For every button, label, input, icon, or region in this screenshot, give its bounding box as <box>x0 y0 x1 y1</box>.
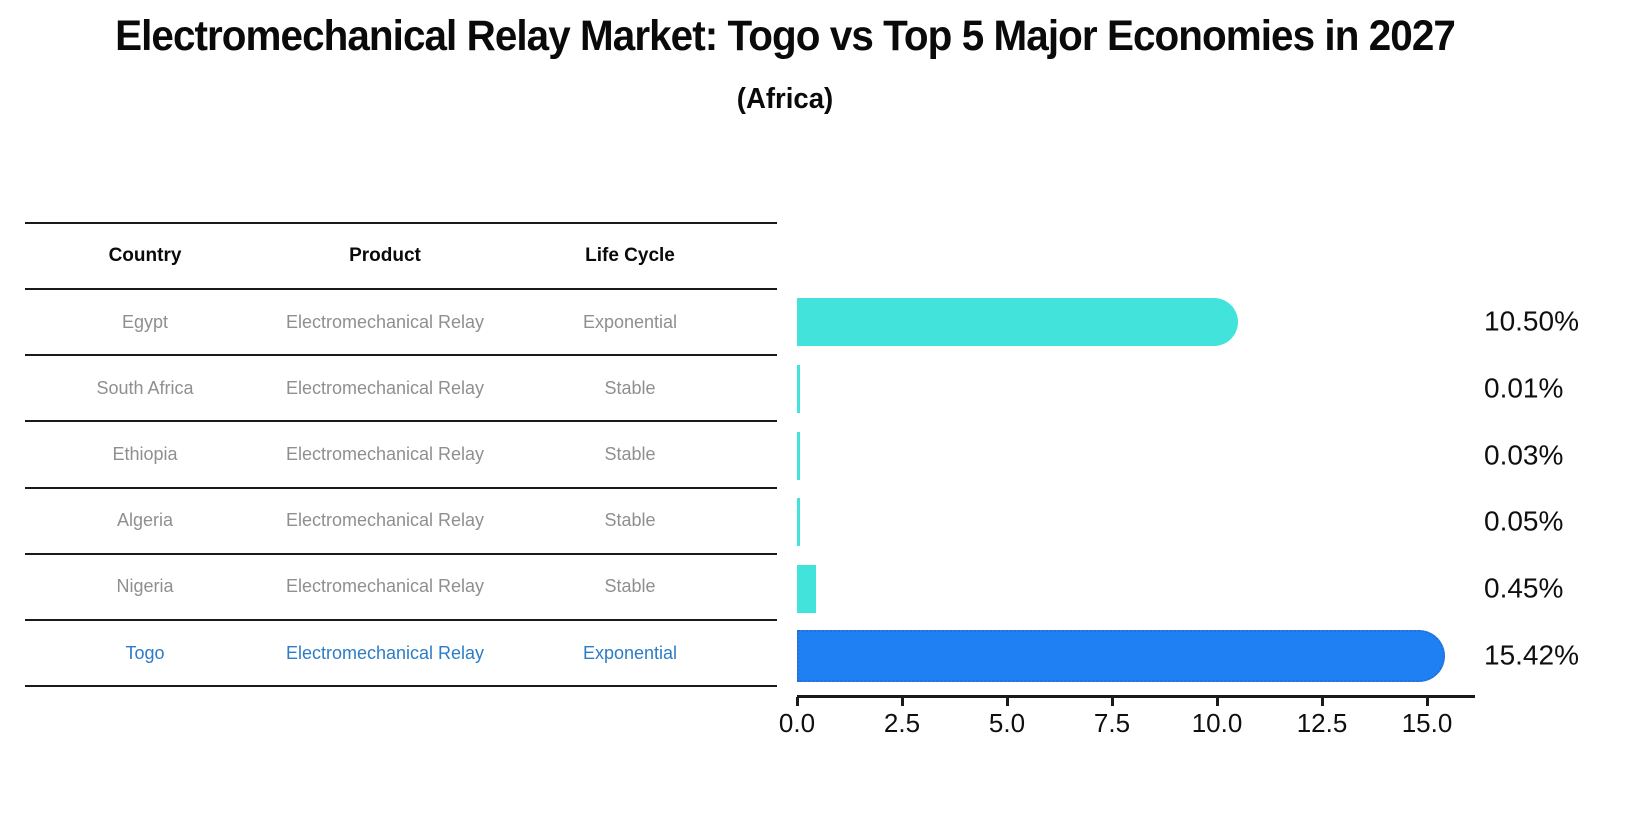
page-subtitle: (Africa) <box>736 83 834 115</box>
bar-egypt <box>797 298 1238 347</box>
cell-life-cycle: Stable <box>604 510 656 531</box>
country-table: Country Product Life Cycle Egypt Electrom… <box>25 222 777 688</box>
cell-country: Ethiopia <box>112 443 178 464</box>
cell-life-cycle: Stable <box>604 377 656 398</box>
column-header-country: Country <box>108 245 182 266</box>
cell-life-cycle: Stable <box>604 443 656 464</box>
bar-value-label: 0.45% <box>1484 572 1564 604</box>
x-tick <box>1111 697 1114 706</box>
cell-country: South Africa <box>96 377 194 398</box>
table-row: Nigeria Electromechanical Relay Stable <box>25 555 777 621</box>
cell-life-cycle: Exponential <box>582 642 678 663</box>
table-row: Egypt Electromechanical Relay Exponential <box>25 290 777 357</box>
table-body: Egypt Electromechanical Relay Exponential S… <box>25 290 777 688</box>
bar-value-label: 0.01% <box>1484 372 1564 404</box>
table-row: Ethiopia Electromechanical Relay Stable <box>25 422 777 489</box>
bar-value-label: 0.03% <box>1484 439 1564 471</box>
table-row: Algeria Electromechanical Relay Stable <box>25 489 777 555</box>
page-title: Electromechanical Relay Market: Togo vs … <box>115 12 1456 60</box>
cell-country: Algeria <box>116 510 174 531</box>
column-header-product: Product <box>349 245 421 266</box>
cell-product: Electromechanical Relay <box>285 642 485 663</box>
bar-ethiopia <box>797 431 800 480</box>
title-block: Electromechanical Relay Market: Togo vs … <box>0 0 1570 116</box>
x-tick <box>796 697 799 706</box>
x-tick <box>901 697 904 706</box>
cell-country: Nigeria <box>116 576 174 597</box>
cell-product: Electromechanical Relay <box>285 576 485 597</box>
x-tick <box>1426 697 1429 706</box>
bar-algeria <box>797 498 800 547</box>
x-tick-label: 12.5 <box>1296 708 1348 738</box>
table-row: South Africa Electromechanical Relay Stabl… <box>25 356 777 423</box>
bar-value-label: 10.50% <box>1484 305 1579 337</box>
cell-product: Electromechanical Relay <box>285 443 485 464</box>
x-tick-label: 10.0 <box>1191 708 1243 738</box>
cell-product: Electromechanical Relay <box>285 377 485 398</box>
column-header-life-cycle: Life Cycle <box>585 245 675 266</box>
cell-life-cycle: Stable <box>604 576 656 597</box>
x-tick <box>1321 697 1324 706</box>
x-axis-line <box>797 695 1475 698</box>
x-tick-label: 15.0 <box>1401 708 1453 738</box>
cell-country: Egypt <box>121 311 169 332</box>
bar-value-label: 0.05% <box>1484 505 1564 537</box>
bar-nigeria <box>797 565 816 614</box>
table-row: Togo Electromechanical Relay Exponential <box>25 621 777 688</box>
cell-product: Electromechanical Relay <box>285 510 485 531</box>
x-tick <box>1216 697 1219 706</box>
cell-country: Togo <box>125 642 165 663</box>
x-tick-label: 5.0 <box>988 708 1026 738</box>
cell-product: Electromechanical Relay <box>285 311 485 332</box>
x-tick-label: 0.0 <box>778 708 816 738</box>
x-tick-label: 7.5 <box>1093 708 1131 738</box>
cell-life-cycle: Exponential <box>582 311 678 332</box>
x-tick-label: 2.5 <box>883 708 921 738</box>
bar-south-africa <box>797 365 800 414</box>
bar-togo <box>797 629 1445 682</box>
bar-value-label: 15.42% <box>1484 639 1579 671</box>
table-header-row: Country Product Life Cycle <box>25 222 777 290</box>
x-tick <box>1006 697 1009 706</box>
